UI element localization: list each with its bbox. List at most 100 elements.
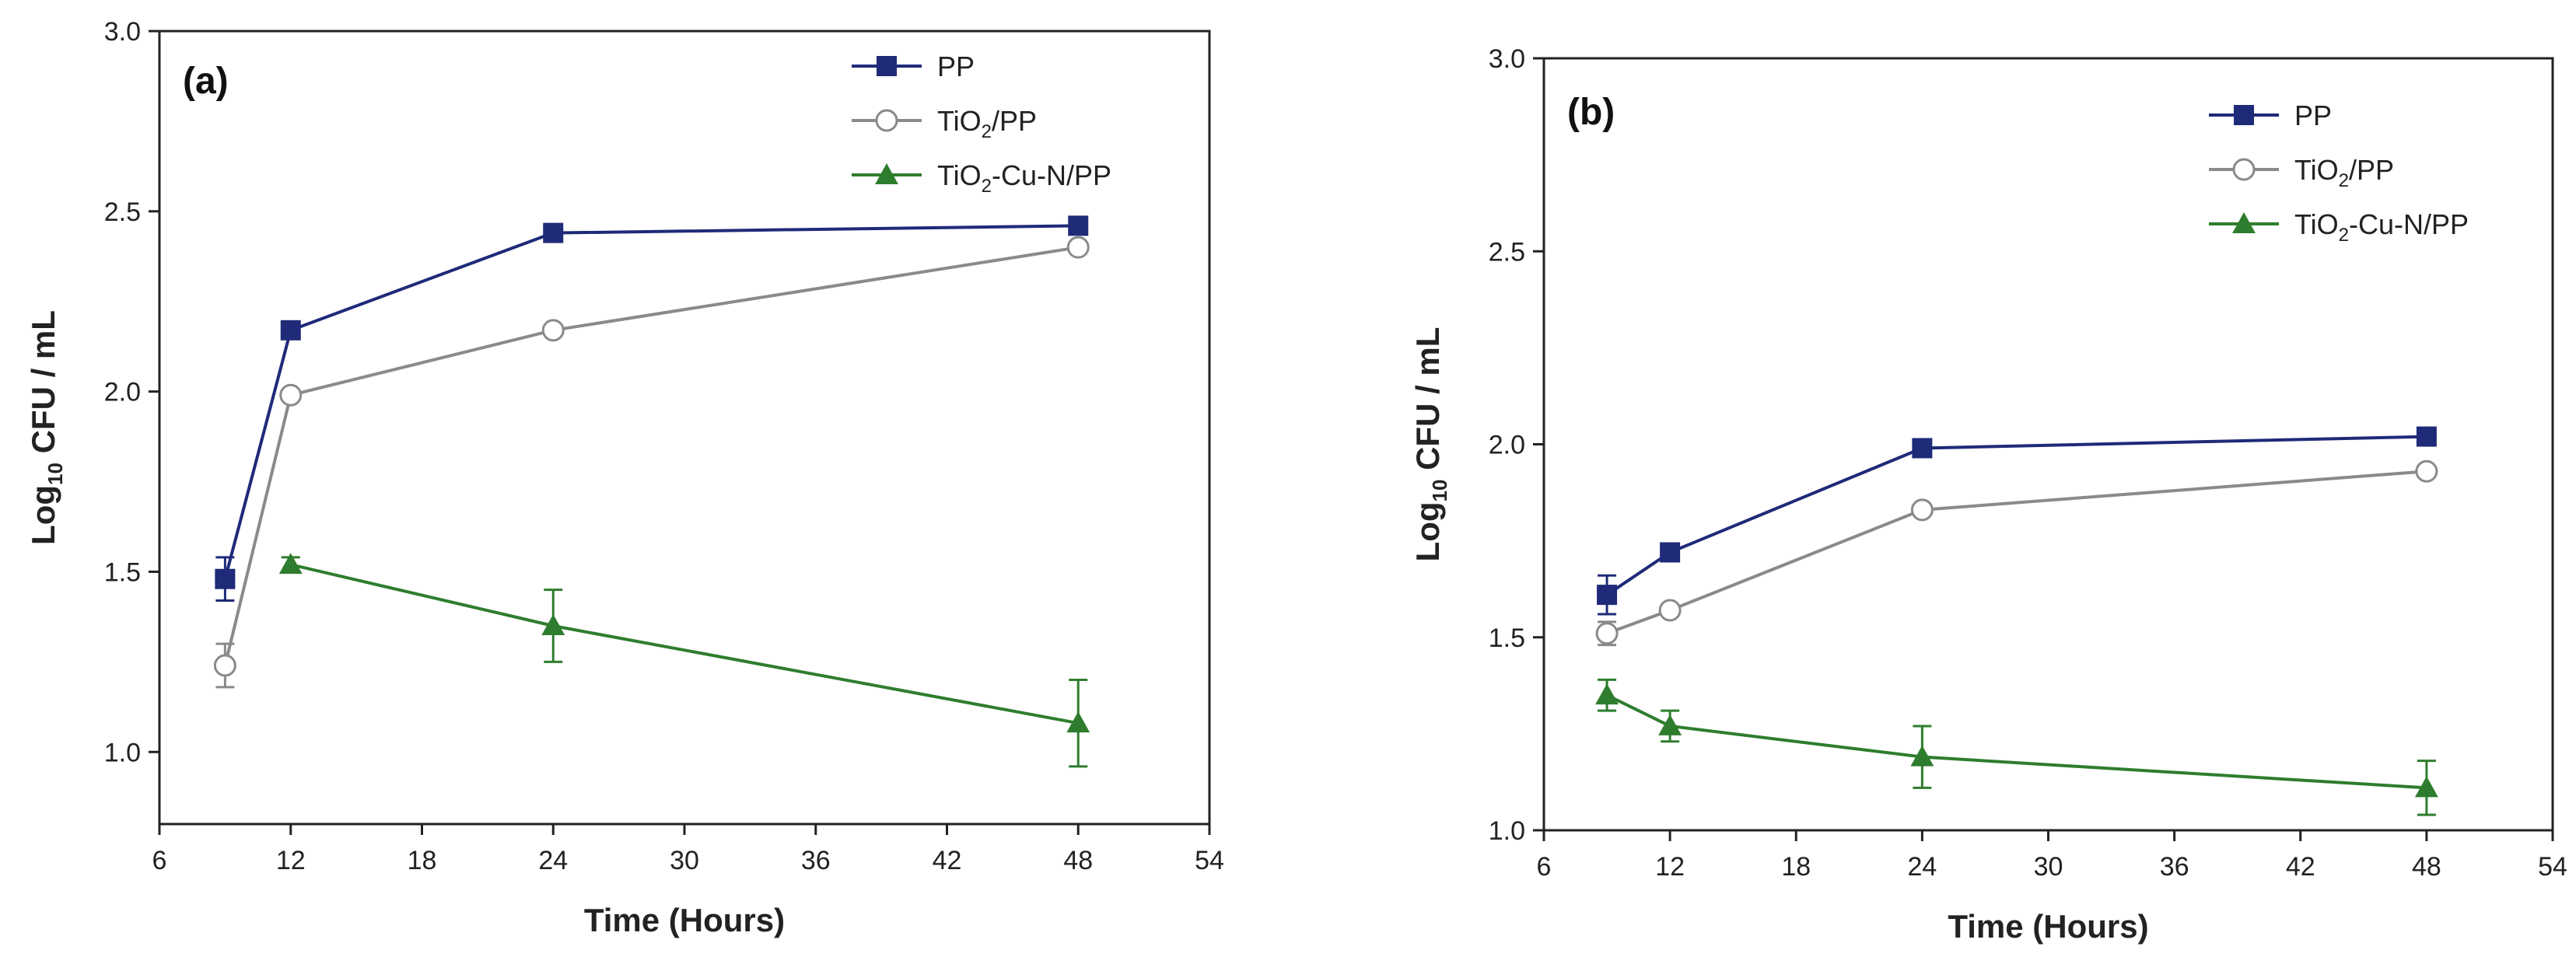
y-tick-label: 3.0 [104,17,141,47]
legend-label-prefix: TiO [2294,208,2339,240]
data-point [213,654,236,677]
y-tick-label: 1.5 [104,557,141,587]
series-tio2-cu-n-pp [1595,678,2438,816]
data-point [1910,745,1934,767]
data-point [1595,683,1619,705]
y-axis-title: Log10 CFU / mL [1409,327,1451,562]
x-tick-label: 42 [933,846,962,875]
legend-label-prefix: PP [2294,100,2332,131]
data-point [543,222,564,243]
data-point [1068,215,1089,236]
x-tick-label: 54 [1195,846,1224,875]
data-point [2416,426,2437,447]
series-line [1605,435,2427,596]
data-point [1658,599,1682,622]
panel-label: (b) [1567,92,1615,133]
data-point [541,319,565,342]
x-tick-label: 12 [276,846,306,875]
data-point [2415,459,2438,483]
data-point [541,614,565,635]
series-line [1606,470,2427,635]
y-axis-title-subscript: 10 [1428,480,1451,502]
series-line [1606,693,2427,790]
y-tick-label: 1.5 [1489,623,1525,653]
legend-label-subscript: 2 [2339,225,2349,246]
legend-marker [2232,158,2256,181]
x-tick-label: 6 [152,846,167,875]
x-tick-label: 30 [2034,852,2063,882]
x-tick-label: 6 [1537,852,1552,882]
data-point [1595,622,1619,645]
x-tick-label: 18 [408,846,437,875]
data-point [1660,542,1681,563]
data-point [1658,714,1682,735]
data-point [1066,711,1090,733]
panel-a: 6 12 18 24 30 36 42 48 54 1.0 1.5 2.0 2.5 3.0 Time (Ho… [25,17,1224,938]
legend-label-prefix: TiO [937,159,982,191]
y-axis-title-suffix: CFU / mL [25,310,61,463]
legend-label-subscript: 2 [2339,170,2349,191]
legend-label: PP [937,51,975,82]
y-tick-label: 2.5 [1489,237,1525,267]
legend-label-prefix: TiO [2294,154,2339,186]
y-tick-label: 2.0 [104,378,141,407]
data-point [215,568,236,589]
legend-marker [2232,212,2256,233]
y-tick-label: 2.5 [104,197,141,227]
data-point [1066,236,1090,259]
legend-marker [875,163,898,184]
data-point [279,383,303,407]
series-pp [1597,426,2437,616]
series-line [223,246,1079,666]
x-tick-label: 12 [1655,852,1685,882]
data-point [1910,498,1934,522]
x-tick-label: 18 [1781,852,1811,882]
panel-label: (a) [183,61,229,102]
series-tio2-pp [213,236,1090,689]
x-axis-title: Time (Hours) [1948,908,2148,945]
y-tick-label: 1.0 [104,738,141,767]
series-pp [215,215,1089,602]
legend-label-prefix: PP [937,51,975,82]
x-tick-label: 48 [2412,852,2441,882]
series-tio2-cu-n-pp [278,553,1090,768]
x-tick-label: 48 [1063,846,1093,875]
legend-marker [875,109,898,132]
legend-label-suffix: -Cu-N/PP [2349,208,2469,240]
x-tick-label: 30 [670,846,699,875]
series-line [223,224,1079,580]
data-point [2414,776,2438,798]
panel-b: 6 12 18 24 30 36 42 48 54 1.0 1.5 2.0 2.5 3.0 Time (Ho… [1409,44,2567,945]
series-tio2-pp [1595,459,2438,647]
y-axis-title-prefix: Log [25,485,61,545]
y-axis-title-prefix: Log [1409,501,1446,561]
legend-marker [877,56,897,76]
x-tick-label: 54 [2538,852,2567,882]
legend-label: PP [2294,100,2332,131]
legend-label: TiO2/PP [2294,154,2394,191]
legend-label-subscript: 2 [982,121,992,142]
legend-label-suffix: /PP [992,105,1037,137]
legend-label-suffix: -Cu-N/PP [992,159,1111,191]
y-axis-title: Log10 CFU / mL [25,310,67,545]
y-axis-title-suffix: CFU / mL [1409,327,1446,480]
legend-label-suffix: /PP [2349,154,2394,186]
legend-label-prefix: TiO [937,105,982,137]
legend-marker [2234,105,2254,125]
y-tick-label: 3.0 [1489,44,1525,74]
legend-label: TiO2-Cu-N/PP [937,159,1111,197]
x-tick-label: 24 [1907,852,1937,882]
x-tick-label: 42 [2286,852,2315,882]
legend-label-subscript: 2 [982,176,992,197]
data-point [1597,585,1618,606]
plot-frame [158,30,1211,826]
data-point [280,320,301,341]
x-tick-label: 24 [538,846,568,875]
data-point [278,553,303,575]
y-tick-label: 2.0 [1489,431,1525,460]
x-axis-title: Time (Hours) [584,902,785,938]
series-line [290,563,1079,725]
y-tick-label: 1.0 [1489,816,1525,846]
